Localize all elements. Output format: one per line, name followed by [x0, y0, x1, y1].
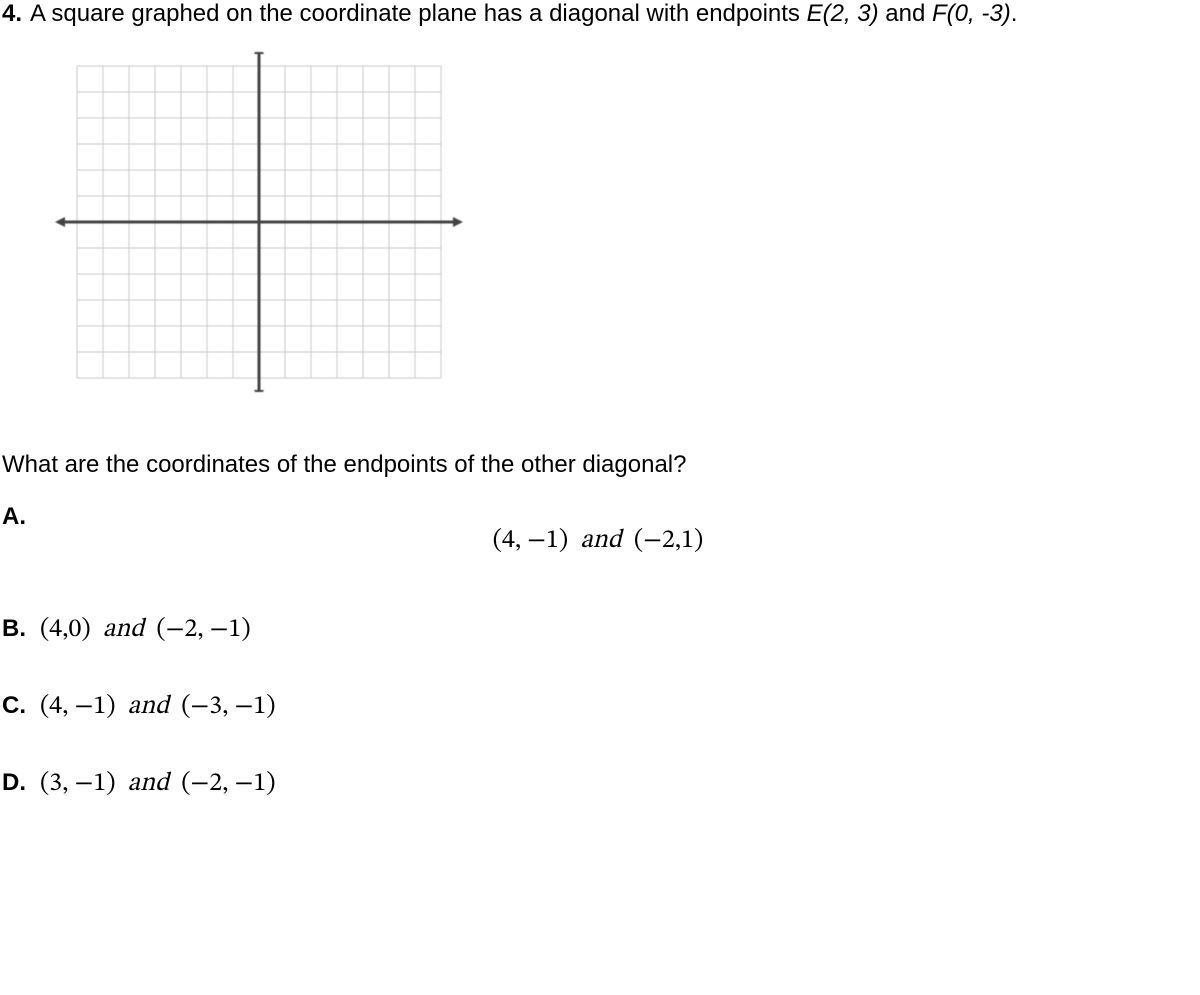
- choice-A-letter: A.: [2, 503, 40, 531]
- choice-A-p1: (4, −1): [493, 528, 569, 554]
- coordinate-grid: [44, 52, 1194, 399]
- choice-A-p2: (−2,1): [634, 528, 703, 554]
- problem-number: 4.: [2, 0, 22, 28]
- choice-B-answer: (4,0) and (−2, −1): [40, 614, 251, 647]
- choice-D-letter: D.: [2, 769, 40, 797]
- choice-B-p2: (−2, −1): [156, 617, 250, 643]
- problem-text-between: and: [879, 0, 932, 27]
- choice-D-answer: (3, −1) and (−2, −1): [40, 768, 275, 801]
- choice-A-and: and: [580, 528, 621, 554]
- point-E: E(2, 3): [807, 0, 879, 27]
- choice-D-and: and: [128, 771, 169, 797]
- choice-D-p2: (−2, −1): [181, 771, 275, 797]
- choice-A-answer: (4, −1) and (−2,1): [2, 525, 1194, 558]
- question-text: What are the coordinates of the endpoint…: [2, 451, 1194, 479]
- choice-B-and: and: [103, 617, 144, 643]
- choice-C-p2: (−3, −1): [181, 694, 275, 720]
- problem-text-period: .: [1011, 0, 1018, 27]
- choice-C-and: and: [128, 694, 169, 720]
- choice-C[interactable]: C. (4, −1) and (−3, −1): [2, 691, 1194, 724]
- point-F: F(0, -3): [932, 0, 1011, 27]
- choice-D-p1: (3, −1): [40, 771, 116, 797]
- choice-B-p1: (4,0): [40, 617, 91, 643]
- grid-svg: [44, 52, 474, 392]
- choice-B[interactable]: B. (4,0) and (−2, −1): [2, 614, 1194, 647]
- choice-D[interactable]: D. (3, −1) and (−2, −1): [2, 768, 1194, 801]
- choice-C-p1: (4, −1): [40, 694, 116, 720]
- problem-statement: 4. A square graphed on the coordinate pl…: [2, 0, 1194, 28]
- choice-C-letter: C.: [2, 692, 40, 720]
- problem-text-part1: A square graphed on the coordinate plane…: [30, 0, 807, 27]
- choice-B-letter: B.: [2, 615, 40, 643]
- choice-C-answer: (4, −1) and (−3, −1): [40, 691, 275, 724]
- problem-text: A square graphed on the coordinate plane…: [30, 0, 1194, 28]
